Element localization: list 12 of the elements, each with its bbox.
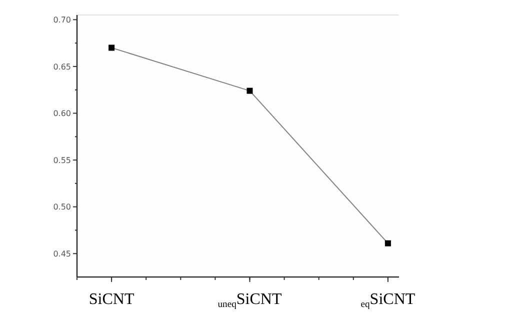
y-tick-label: 0.60 [53,109,71,118]
point [384,240,391,246]
point [246,88,253,94]
x-tick-label: $_{eq}$SiCNT [360,291,416,310]
y-tick-label: 0.55 [53,156,71,165]
x-tick-label: SiCNT [88,291,134,308]
point [108,44,115,51]
y-tick-label: 0.65 [53,62,71,72]
y-tick-label: 0.50 [53,202,71,212]
y-tick-label: 0.70 [53,15,71,24]
y-tick-label: 0.45 [53,249,71,258]
x-tick-label: $_{uneq}$SiCNT [218,291,282,310]
